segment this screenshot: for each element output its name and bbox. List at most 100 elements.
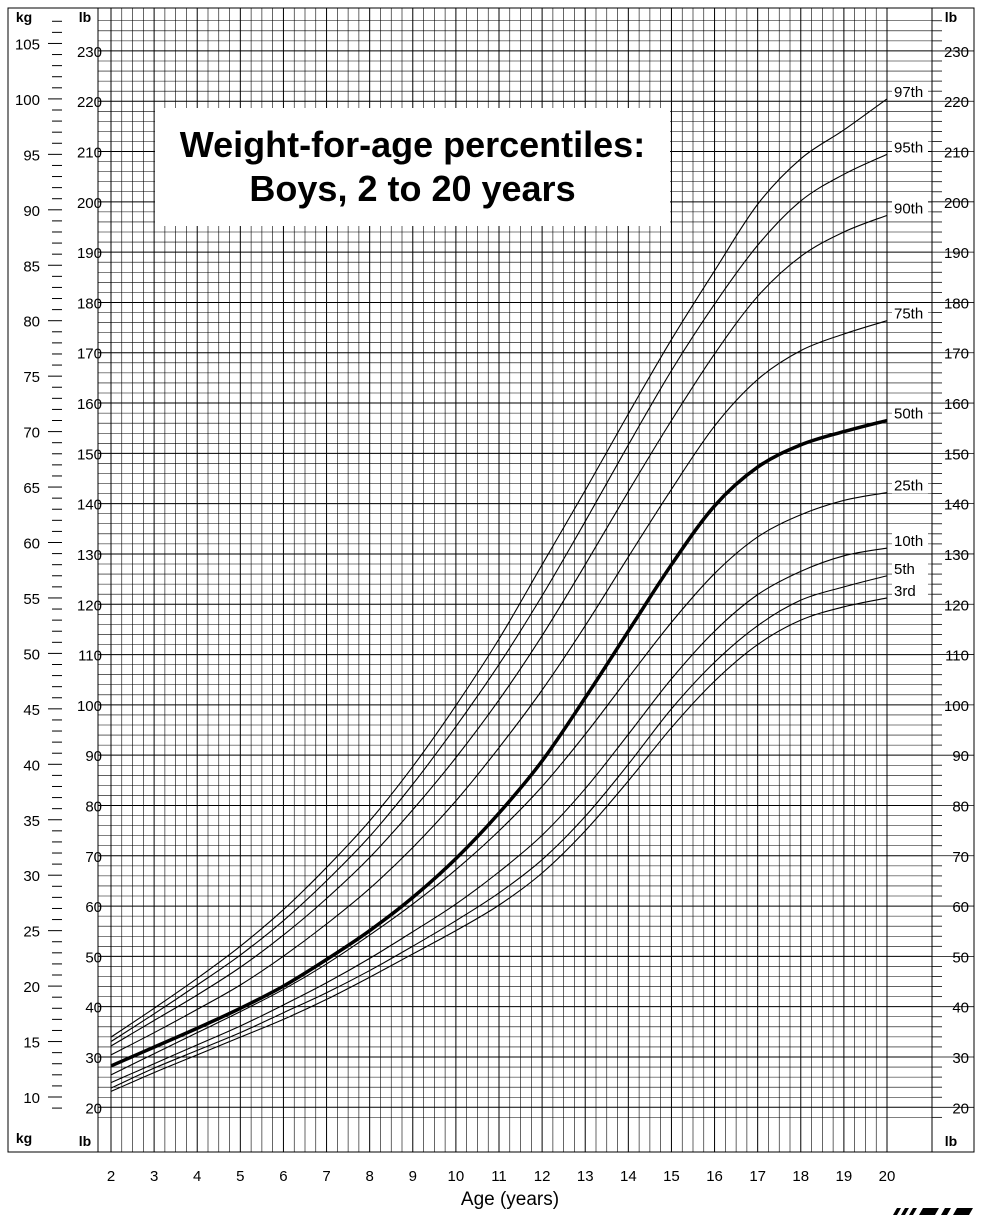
lb-tick-label-left: 30 xyxy=(85,1050,102,1067)
lb-tick-label-left: 170 xyxy=(77,346,102,363)
lb-tick-label-left: 20 xyxy=(85,1100,102,1117)
lb-tick-label-left: 160 xyxy=(77,396,102,413)
kg-tick-label: 85 xyxy=(23,258,40,275)
chart-subtitle: Boys, 2 to 20 years xyxy=(249,168,576,209)
kg-tick-label: 25 xyxy=(23,924,40,941)
kg-tick-label: 75 xyxy=(23,369,40,386)
x-tick-label: 6 xyxy=(279,1168,287,1185)
kg-tick-label: 60 xyxy=(23,536,40,553)
percentile-label-90th: 90th xyxy=(894,200,923,217)
lb-tick-label-left: 100 xyxy=(77,698,102,715)
x-tick-label: 20 xyxy=(879,1168,896,1185)
lb-tick-label-left: 230 xyxy=(77,44,102,61)
x-tick-label: 2 xyxy=(107,1168,115,1185)
percentile-label-97th: 97th xyxy=(894,84,923,101)
lb-unit-label-bottom-right: lb xyxy=(945,1133,957,1149)
chart-frame xyxy=(7,7,975,1153)
kg-tick-label: 80 xyxy=(23,314,40,331)
lb-tick-label-left: 80 xyxy=(85,798,102,815)
chart-title: Weight-for-age percentiles: xyxy=(179,124,646,165)
percentile-label-bg xyxy=(892,476,928,494)
kg-tick-label: 30 xyxy=(23,868,40,885)
percentile-label-bg xyxy=(892,304,928,322)
percentile-line-97th xyxy=(110,98,888,1038)
x-tick-label: 7 xyxy=(322,1168,330,1185)
percentile-label-bg xyxy=(892,559,928,577)
percentile-line-90th xyxy=(110,214,888,1047)
percentile-label-bg xyxy=(892,581,928,599)
lb-tick-label-left: 220 xyxy=(77,94,102,111)
lb-tick-label-left: 70 xyxy=(85,849,102,866)
percentile-label-bg xyxy=(892,82,928,100)
percentile-line-3rd xyxy=(110,597,888,1092)
percentile-label-bg xyxy=(892,532,928,550)
x-tick-label: 3 xyxy=(150,1168,158,1185)
lb-tick-label-right: 130 xyxy=(944,547,969,564)
x-axis-label: Age (years) xyxy=(460,1189,560,1210)
lb-tick-label-right: 210 xyxy=(944,145,969,162)
kg-tick-label: 40 xyxy=(23,757,40,774)
lb-unit-label-top-right: lb xyxy=(945,9,957,25)
x-tick-label: 18 xyxy=(792,1168,809,1185)
lb-tick-label-right: 80 xyxy=(952,798,969,815)
percentile-label-3rd: 3rd xyxy=(894,583,916,600)
x-tick-label: 19 xyxy=(836,1168,853,1185)
kg-tick-label: 65 xyxy=(23,480,40,497)
percentile-line-50th xyxy=(110,418,888,1068)
percentile-line-75th xyxy=(110,320,888,1056)
lb-tick-label-left: 200 xyxy=(77,195,102,212)
x-tick-label: 13 xyxy=(577,1168,594,1185)
percentile-line-95th xyxy=(110,153,888,1043)
lb-tick-label-right: 110 xyxy=(945,648,969,665)
lb-tick-label-right: 230 xyxy=(944,44,969,61)
percentile-line-10th xyxy=(110,547,888,1084)
lb-tick-label-right: 40 xyxy=(952,1000,969,1017)
lb-unit-label-top-left: lb xyxy=(79,9,91,25)
percentile-label-95th: 95th xyxy=(894,139,923,156)
lb-tick-label-left: 190 xyxy=(77,245,102,262)
kg-unit-label-top: kg xyxy=(16,9,32,25)
x-tick-label: 9 xyxy=(409,1168,417,1185)
lb-tick-label-left: 90 xyxy=(85,748,102,765)
lb-tick-label-left: 50 xyxy=(85,949,102,966)
percentile-label-50th: 50th xyxy=(894,406,923,423)
lb-tick-label-right: 100 xyxy=(944,698,969,715)
lb-tick-label-right: 120 xyxy=(944,597,969,614)
percentile-label-75th: 75th xyxy=(894,306,923,323)
kg-tick-label: 20 xyxy=(23,979,40,996)
lb-tick-label-right: 70 xyxy=(952,849,969,866)
kg-unit-label-bottom: kg xyxy=(16,1130,32,1146)
kg-tick-label: 70 xyxy=(23,425,40,442)
lb-tick-label-left: 150 xyxy=(77,446,102,463)
x-tick-label: 10 xyxy=(448,1168,465,1185)
x-tick-label: 4 xyxy=(193,1168,201,1185)
percentile-label-bg xyxy=(892,138,928,156)
lb-tick-label-right: 220 xyxy=(944,94,969,111)
lb-tick-label-left: 60 xyxy=(85,899,102,916)
lb-tick-label-left: 120 xyxy=(77,597,102,614)
lb-tick-label-right: 140 xyxy=(944,497,969,514)
percentile-label-5th: 5th xyxy=(894,561,915,578)
x-tick-label: 5 xyxy=(236,1168,244,1185)
x-tick-label: 14 xyxy=(620,1168,637,1185)
chart-title-box: Weight-for-age percentiles: Boys, 2 to 2… xyxy=(155,108,670,226)
percentile-label-bg xyxy=(892,199,928,217)
lb-tick-label-right: 150 xyxy=(944,446,969,463)
lb-tick-label-left: 180 xyxy=(77,295,102,312)
percentile-lines xyxy=(110,98,888,1092)
percentile-line-25th xyxy=(110,492,888,1076)
lb-tick-label-left: 140 xyxy=(77,497,102,514)
x-tick-label: 17 xyxy=(749,1168,766,1185)
x-tick-label: 15 xyxy=(663,1168,680,1185)
lb-tick-label-right: 60 xyxy=(952,899,969,916)
kg-tick-label: 55 xyxy=(23,591,40,608)
percentile-labels: 3rd 5th 10th 25th 50th 75th 90th 95th 97th xyxy=(892,82,928,600)
kg-tick-label: 105 xyxy=(15,36,40,53)
lb-tick-label-right: 160 xyxy=(944,396,969,413)
x-tick-label: 12 xyxy=(534,1168,551,1185)
axes: 1015202530354045505560657075808590951001… xyxy=(7,7,975,1185)
lb-tick-label-left: 110 xyxy=(78,648,102,665)
percentile-label-25th: 25th xyxy=(894,478,923,495)
lb-tick-label-right: 180 xyxy=(944,295,969,312)
lb-tick-label-right: 30 xyxy=(952,1050,969,1067)
